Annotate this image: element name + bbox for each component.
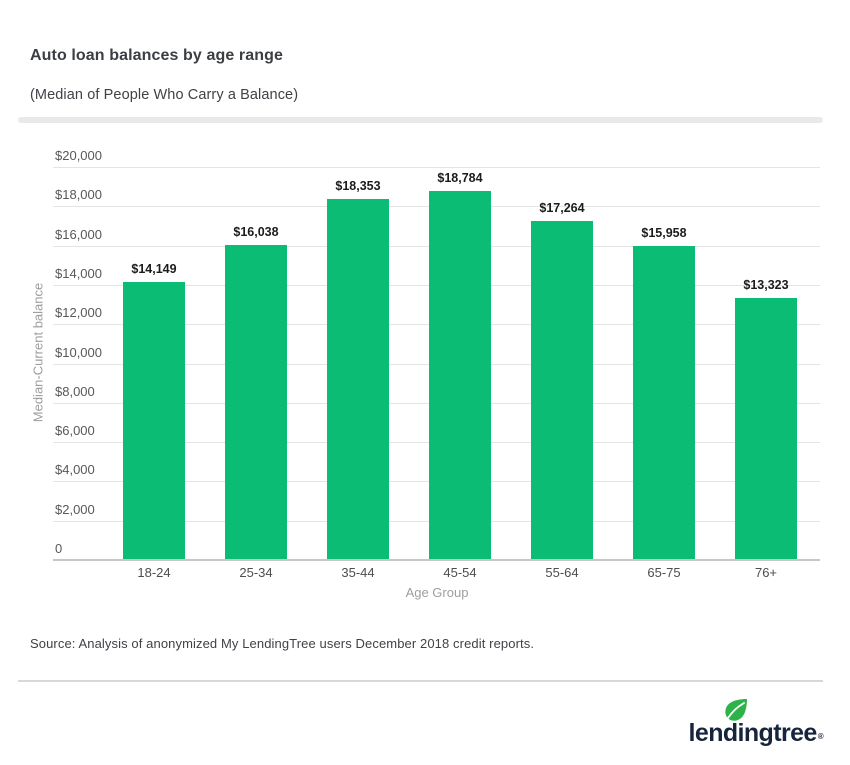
footer-divider [18,680,823,682]
y-tick-label: $10,000 [55,344,102,360]
bar-value-label: $18,353 [335,179,381,194]
leaf-icon [724,699,747,721]
bar [531,220,593,559]
registered-mark-icon: ® [817,732,824,741]
y-tick-label: $14,000 [55,265,102,281]
bar-value-label: $13,323 [743,278,789,293]
bar [123,281,185,559]
lendingtree-logo: lendingtree® [688,699,824,748]
logo-wordmark: lendingtree® [688,699,824,748]
x-tick-label: 35-44 [341,565,375,580]
y-tick-label: $18,000 [55,187,102,203]
bar-value-label: $16,038 [233,224,279,239]
x-tick-label: 25-34 [239,565,273,580]
x-tick-label: 65-75 [647,565,681,580]
y-tick-label: $6,000 [55,423,95,439]
bar [327,199,389,559]
bar [633,246,695,559]
bar [735,298,797,559]
x-tick-label: 76+ [754,565,778,580]
y-tick-label: 0 [55,541,63,556]
bar [225,244,287,559]
x-tick-label: 45-54 [443,565,477,580]
x-axis-title: Age Group [405,585,469,600]
y-tick-label: $2,000 [55,501,95,517]
x-tick-label: 18-24 [137,565,171,580]
y-tick-label: $12,000 [55,305,102,321]
y-tick-label: $4,000 [55,462,95,478]
y-axis-title: Median-Current balance [30,282,46,423]
source-note: Source: Analysis of anonymized My Lendin… [30,636,535,651]
x-tick-label: 55-64 [545,565,579,580]
bar-value-label: $18,784 [437,170,483,185]
bar-value-label: $15,958 [641,226,687,241]
bar-value-label: $17,264 [539,200,585,215]
y-tick-label: $16,000 [55,226,102,242]
y-tick-label: $8,000 [55,383,95,399]
bar [429,190,491,559]
y-tick-label: $20,000 [55,148,102,163]
bar-value-label: $14,149 [131,261,177,276]
page-title: Auto loan balances by age range [30,47,283,64]
page-subtitle: (Median of People Who Carry a Balance) [30,87,299,103]
header-divider [18,117,823,123]
x-axis-line [53,559,820,561]
gridline [53,167,820,168]
logo-text: lendingtree [688,719,818,747]
